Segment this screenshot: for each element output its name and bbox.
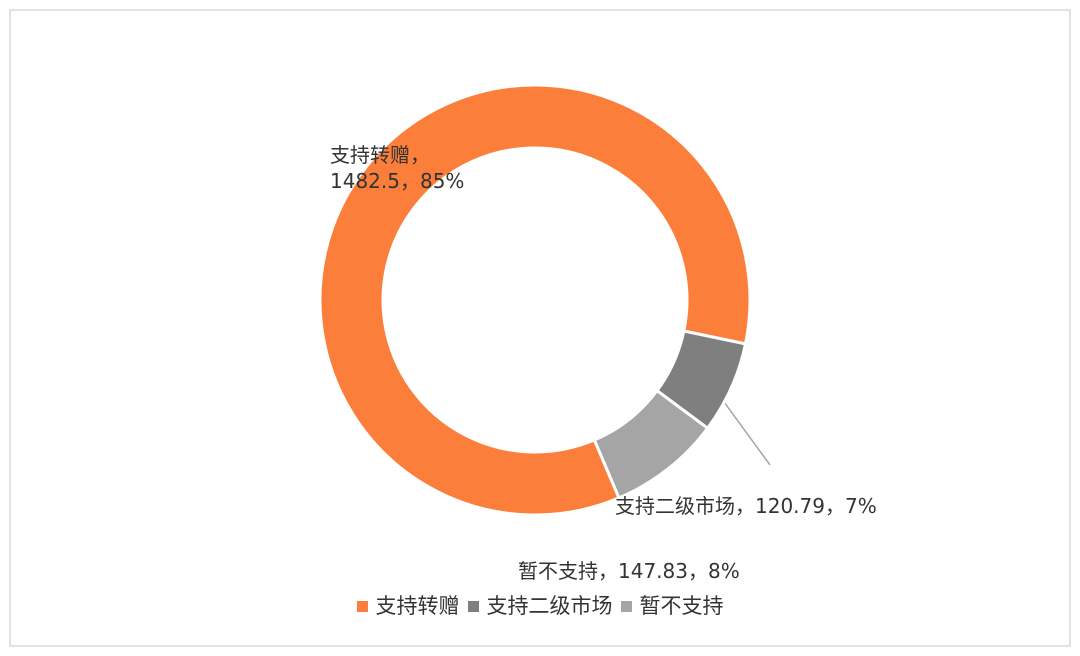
legend-label: 支持二级市场 [486, 594, 613, 618]
legend-item: 支持二级市场 [467, 590, 613, 620]
legend-swatch [467, 601, 479, 612]
donut-slice [592, 388, 710, 500]
data-label: 支持二级市场，120.79，7% [615, 494, 877, 518]
legend-item: 支持转赠 [356, 590, 460, 620]
legend-swatch [356, 601, 368, 612]
data-label: 支持转赠， 1482.5，85% [330, 143, 465, 193]
legend-label: 支持转赠 [375, 594, 460, 618]
legend-item: 暂不支持 [620, 590, 724, 620]
chart-border [9, 9, 1071, 647]
legend-swatch [620, 601, 632, 612]
data-label: 暂不支持，147.83，8% [518, 559, 740, 583]
donut-slice [318, 83, 752, 517]
legend: 支持转赠 支持二级市场 暂不支持 [0, 590, 1080, 620]
legend-label: 暂不支持 [639, 594, 724, 618]
donut [318, 83, 752, 517]
